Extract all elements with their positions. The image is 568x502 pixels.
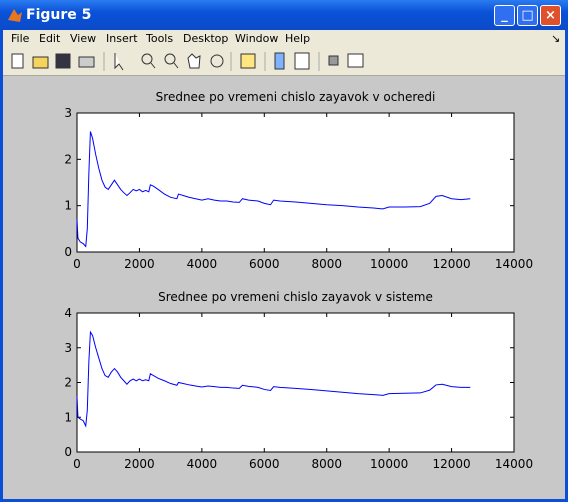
rotate-icon[interactable] bbox=[210, 54, 224, 68]
new-icon[interactable] bbox=[11, 53, 24, 69]
x-tick-label: 4000 bbox=[187, 257, 218, 271]
x-tick-label: 14000 bbox=[495, 457, 533, 471]
app-icon bbox=[8, 9, 22, 22]
pan-icon[interactable] bbox=[187, 53, 201, 69]
y-tick-label: 0 bbox=[64, 245, 72, 259]
x-tick-label: 14000 bbox=[495, 257, 533, 271]
x-tick-label: 4000 bbox=[187, 457, 218, 471]
x-tick-label: 2000 bbox=[124, 257, 155, 271]
show-tools-icon[interactable] bbox=[347, 53, 364, 68]
y-tick-label: 0 bbox=[64, 445, 72, 459]
minimize-button[interactable]: _ bbox=[494, 5, 515, 26]
open-icon[interactable] bbox=[32, 56, 49, 69]
title-bar: Figure 5 _ □ × bbox=[0, 0, 568, 30]
colorbar-icon[interactable] bbox=[274, 52, 285, 70]
menu-item[interactable]: Edit bbox=[39, 32, 61, 45]
menu-arrow[interactable]: ↘ bbox=[551, 32, 561, 45]
axes-title: Srednee po vremeni chislo zayavok v oche… bbox=[156, 90, 436, 104]
x-tick-label: 2000 bbox=[124, 457, 155, 471]
menu-bar: File Edit View Insert Tools Desktop Wind… bbox=[3, 30, 565, 48]
print-icon[interactable] bbox=[78, 56, 95, 68]
menu-item[interactable]: Help bbox=[285, 32, 311, 45]
y-tick-label: 2 bbox=[64, 376, 72, 390]
y-tick-label: 4 bbox=[64, 306, 72, 320]
x-tick-label: 6000 bbox=[249, 257, 280, 271]
x-tick-label: 8000 bbox=[311, 457, 342, 471]
y-tick-label: 3 bbox=[64, 341, 72, 355]
save-icon[interactable] bbox=[55, 53, 71, 69]
x-tick-label: 0 bbox=[73, 257, 81, 271]
y-tick-label: 3 bbox=[64, 106, 72, 120]
data-line bbox=[76, 131, 471, 248]
x-tick-label: 12000 bbox=[432, 257, 470, 271]
y-tick-label: 1 bbox=[64, 410, 72, 424]
x-tick-label: 0 bbox=[73, 457, 81, 471]
datacursor-icon[interactable] bbox=[240, 53, 256, 69]
legend-icon[interactable] bbox=[294, 52, 310, 70]
plot-area: Srednee po vremeni chislo zayavok v oche… bbox=[64, 90, 533, 471]
menu-item[interactable]: Window bbox=[235, 32, 279, 45]
data-line bbox=[76, 330, 471, 428]
zoom-out-icon[interactable] bbox=[164, 53, 176, 65]
maximize-button[interactable]: □ bbox=[517, 5, 538, 26]
axes-title: Srednee po vremeni chislo zayavok v sist… bbox=[158, 290, 433, 304]
axes-background bbox=[76, 312, 515, 453]
x-tick-label: 10000 bbox=[370, 257, 408, 271]
axes-background bbox=[76, 112, 515, 253]
menu-item[interactable]: Tools bbox=[146, 32, 174, 45]
menu-item[interactable]: File bbox=[11, 32, 30, 45]
close-button[interactable]: × bbox=[540, 5, 561, 26]
menu-item[interactable]: Desktop bbox=[183, 32, 229, 45]
y-tick-label: 2 bbox=[64, 152, 72, 166]
pointer-icon[interactable] bbox=[114, 53, 124, 71]
window-title: Figure 5 bbox=[26, 7, 92, 23]
menu-item[interactable]: View bbox=[70, 32, 97, 45]
hide-tools-icon[interactable] bbox=[328, 55, 339, 66]
toolbar bbox=[3, 48, 565, 76]
x-tick-label: 10000 bbox=[370, 457, 408, 471]
x-tick-label: 8000 bbox=[311, 257, 342, 271]
y-tick-label: 1 bbox=[64, 199, 72, 213]
zoom-in-icon[interactable] bbox=[141, 53, 153, 65]
x-tick-label: 6000 bbox=[249, 457, 280, 471]
menu-item[interactable]: Insert bbox=[106, 32, 138, 45]
x-tick-label: 12000 bbox=[432, 457, 470, 471]
